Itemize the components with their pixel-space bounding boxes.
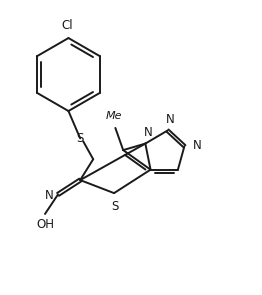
Text: S: S [112, 200, 119, 213]
Text: Me: Me [106, 112, 122, 122]
Text: N: N [193, 139, 201, 152]
Text: N: N [166, 113, 174, 126]
Text: OH: OH [36, 218, 54, 231]
Text: N: N [45, 189, 54, 202]
Text: N: N [144, 127, 152, 140]
Text: S: S [77, 132, 84, 145]
Text: Cl: Cl [61, 19, 73, 32]
